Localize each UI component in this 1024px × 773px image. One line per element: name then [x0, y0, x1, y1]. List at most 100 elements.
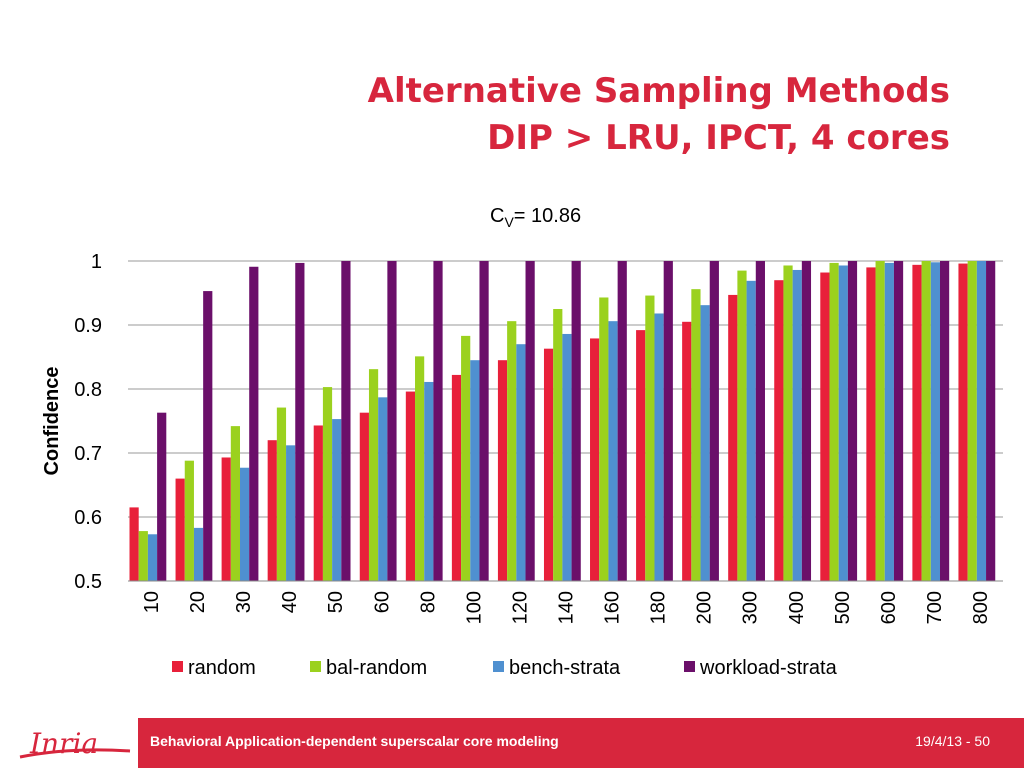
bar-bal-random-500 — [829, 262, 839, 581]
y-tick-label: 0.7 — [74, 443, 102, 465]
bar-bench-strata-80 — [424, 381, 434, 581]
bar-chart: 0.5 0.6 0.7 0.8 0.9 1 Confidence 10 20 30 40 50 60 80… — [41, 205, 1003, 679]
footer-text: Behavioral Application-dependent supersc… — [150, 733, 559, 749]
bar-bench-strata-100 — [470, 360, 480, 581]
legend-label-random: random — [188, 657, 256, 679]
x-tick-label: 700 — [924, 591, 946, 624]
bar-bal-random-10 — [138, 531, 148, 581]
bar-bench-strata-40 — [286, 445, 296, 581]
bar-bench-strata-20 — [193, 527, 204, 581]
bar-bal-random-180 — [645, 295, 655, 581]
bar-workload-strata-10 — [157, 412, 167, 581]
legend-swatch-random — [172, 661, 183, 672]
bar-bench-strata-500 — [838, 265, 848, 581]
bar-random-60 — [359, 412, 369, 581]
bar-workload-strata-180 — [663, 261, 673, 581]
legend-swatch-workload-strata — [684, 661, 695, 672]
bar-bal-random-120 — [507, 321, 517, 581]
bar-workload-strata-200 — [709, 261, 719, 581]
inria-logo: Inria — [0, 705, 138, 768]
y-tick-label: 0.9 — [74, 315, 102, 337]
bar-bench-strata-200 — [700, 305, 710, 581]
y-axis-label: Confidence — [41, 367, 63, 476]
bar-workload-strata-500 — [847, 261, 858, 581]
legend-label-workload-strata: workload-strata — [699, 657, 838, 679]
bar-workload-strata-30 — [249, 266, 259, 581]
y-tick-label: 1 — [91, 251, 102, 273]
footer-date-page: 19/4/13 - 50 — [915, 733, 990, 749]
y-tick-label: 0.5 — [74, 571, 102, 593]
bar-bench-strata-300 — [746, 280, 756, 581]
x-tick-label: 60 — [371, 591, 393, 613]
y-tick-label: 0.8 — [74, 379, 102, 401]
bar-bal-random-600 — [875, 261, 885, 581]
bar-bench-strata-60 — [378, 397, 388, 581]
legend-swatch-bench-strata — [493, 661, 504, 672]
x-tick-label: 300 — [740, 591, 762, 624]
bar-bench-strata-30 — [240, 467, 250, 581]
bar-bal-random-160 — [599, 297, 609, 581]
bar-random-600 — [866, 267, 876, 581]
bar-workload-strata-700 — [939, 261, 950, 581]
x-tick-label: 180 — [648, 591, 670, 624]
bar-workload-strata-400 — [801, 261, 812, 581]
bar-bench-strata-10 — [147, 534, 158, 581]
bar-workload-strata-600 — [893, 261, 904, 581]
bar-random-300 — [728, 294, 738, 581]
x-tick-label: 80 — [417, 591, 439, 613]
bar-random-700 — [912, 264, 922, 581]
cv-annotation: CV= 10.86 — [490, 205, 581, 230]
bar-random-500 — [820, 272, 830, 581]
bar-bench-strata-400 — [792, 269, 802, 581]
bar-random-80 — [405, 391, 416, 581]
slide-title-line2: DIP > LRU, IPCT, 4 cores — [487, 118, 950, 158]
bar-bal-random-20 — [184, 460, 194, 581]
x-tick-label: 30 — [233, 591, 255, 613]
bar-random-180 — [636, 330, 646, 581]
bar-bench-strata-160 — [608, 321, 618, 581]
bar-workload-strata-160 — [617, 261, 627, 581]
bar-random-100 — [451, 374, 462, 581]
bar-bench-strata-140 — [562, 333, 572, 581]
bar-workload-strata-120 — [525, 261, 535, 581]
bar-bal-random-200 — [691, 289, 701, 581]
slide-title-line1: Alternative Sampling Methods — [367, 71, 950, 111]
bar-random-800 — [958, 263, 968, 581]
x-tick-label: 200 — [694, 591, 716, 624]
bar-random-30 — [221, 457, 231, 581]
bar-random-160 — [590, 338, 600, 581]
bar-bal-random-400 — [783, 265, 793, 581]
bar-random-40 — [267, 440, 277, 581]
bar-random-200 — [682, 321, 692, 581]
x-tick-label: 140 — [556, 591, 578, 624]
bar-bench-strata-180 — [654, 313, 664, 581]
bar-workload-strata-800 — [986, 261, 996, 581]
bar-workload-strata-100 — [479, 261, 489, 581]
x-tick-label: 800 — [970, 591, 992, 624]
bar-random-10 — [129, 507, 139, 581]
bar-bench-strata-50 — [332, 419, 342, 581]
legend-label-bench-strata: bench-strata — [509, 657, 621, 679]
bar-bal-random-800 — [967, 261, 977, 581]
x-tick-label: 160 — [602, 591, 624, 624]
footer-band — [0, 718, 1024, 768]
bar-random-120 — [497, 360, 508, 581]
bar-random-140 — [543, 348, 554, 581]
bar-random-400 — [774, 280, 784, 581]
bar-workload-strata-40 — [295, 262, 305, 581]
bar-bal-random-700 — [921, 261, 931, 581]
bar-bench-strata-600 — [884, 262, 894, 581]
x-tick-label: 500 — [832, 591, 854, 624]
bar-workload-strata-20 — [203, 291, 213, 581]
bar-bench-strata-700 — [930, 262, 940, 581]
bar-workload-strata-300 — [755, 261, 765, 581]
x-tick-label: 50 — [325, 591, 347, 613]
y-tick-label: 0.6 — [74, 507, 102, 529]
bar-bal-random-140 — [553, 309, 563, 581]
x-tick-label: 120 — [509, 591, 531, 624]
bar-bal-random-100 — [461, 335, 471, 581]
x-tick-label: 400 — [786, 591, 808, 624]
x-tick-label: 10 — [141, 591, 163, 613]
bar-workload-strata-50 — [341, 261, 351, 581]
bar-bal-random-30 — [230, 426, 241, 581]
